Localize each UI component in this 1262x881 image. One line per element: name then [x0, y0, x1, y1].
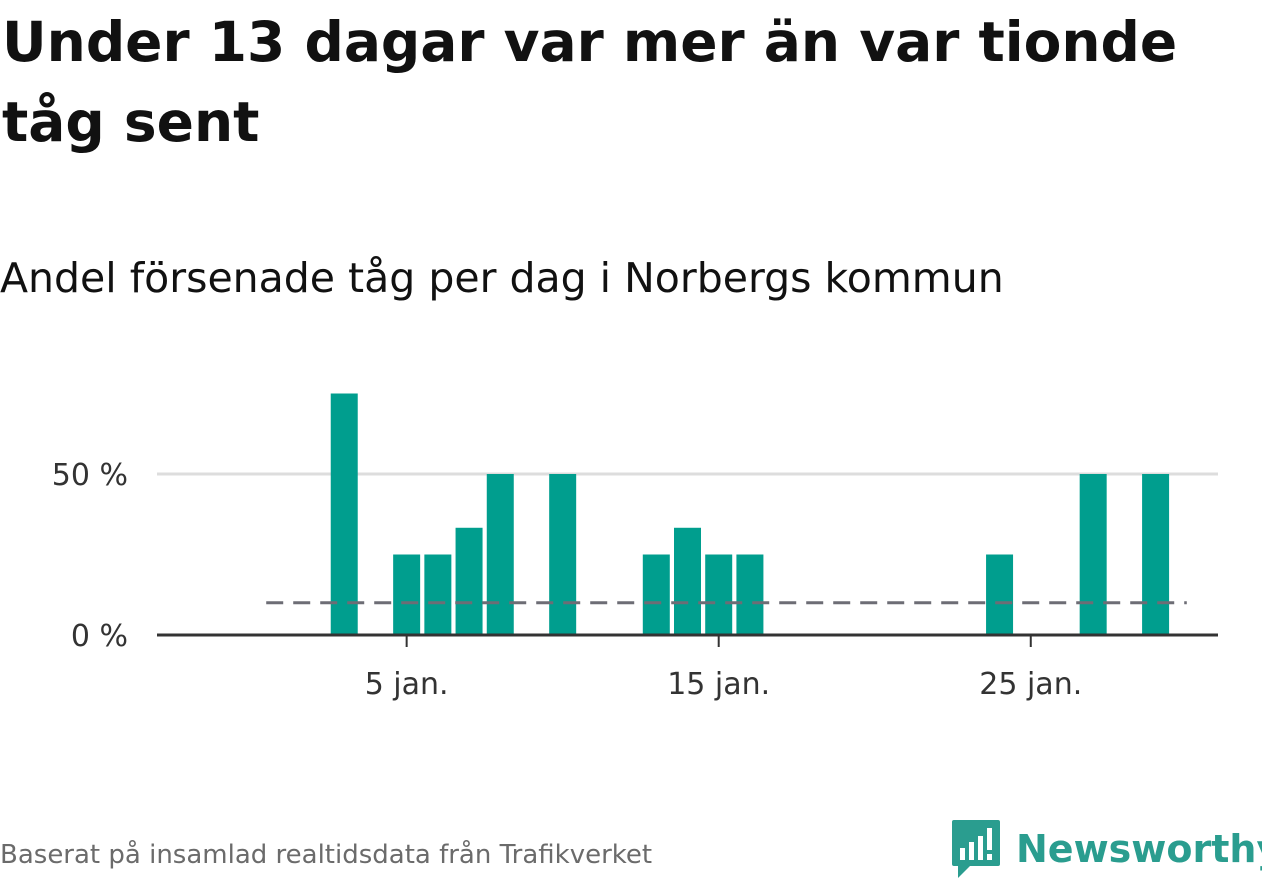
x-tick-label: 5 jan. [365, 667, 449, 702]
x-tick-label: 25 jan. [979, 667, 1082, 702]
axes: 0 % 50 % 5 jan. 15 jan. 25 jan. [52, 458, 1218, 702]
bar [1079, 474, 1107, 635]
y-tick-label: 0 % [71, 619, 128, 654]
source-note: Baserat på insamlad realtidsdata från Tr… [0, 840, 653, 870]
bar [393, 554, 421, 635]
y-tick-label: 50 % [52, 458, 128, 493]
bar [1142, 474, 1170, 635]
bar [330, 393, 358, 635]
bar [424, 554, 452, 635]
chart-subtitle: Andel försenade tåg per dag i Norbergs k… [0, 254, 1004, 302]
bar [642, 554, 670, 635]
brand-block[interactable]: Newsworthy [950, 817, 1262, 881]
bars [330, 393, 1170, 635]
chart-headline: Under 13 dagar var mer än var tionde tåg… [2, 10, 1178, 154]
bar [455, 527, 483, 635]
bar [736, 554, 764, 635]
bar [705, 554, 733, 635]
newsworthy-logo-icon [952, 820, 1000, 878]
bar [674, 527, 701, 635]
bar [549, 474, 577, 635]
brand-name: Newsworthy [1016, 827, 1262, 871]
bar [486, 474, 514, 635]
x-tick-label: 15 jan. [667, 667, 770, 702]
bar [986, 554, 1014, 635]
